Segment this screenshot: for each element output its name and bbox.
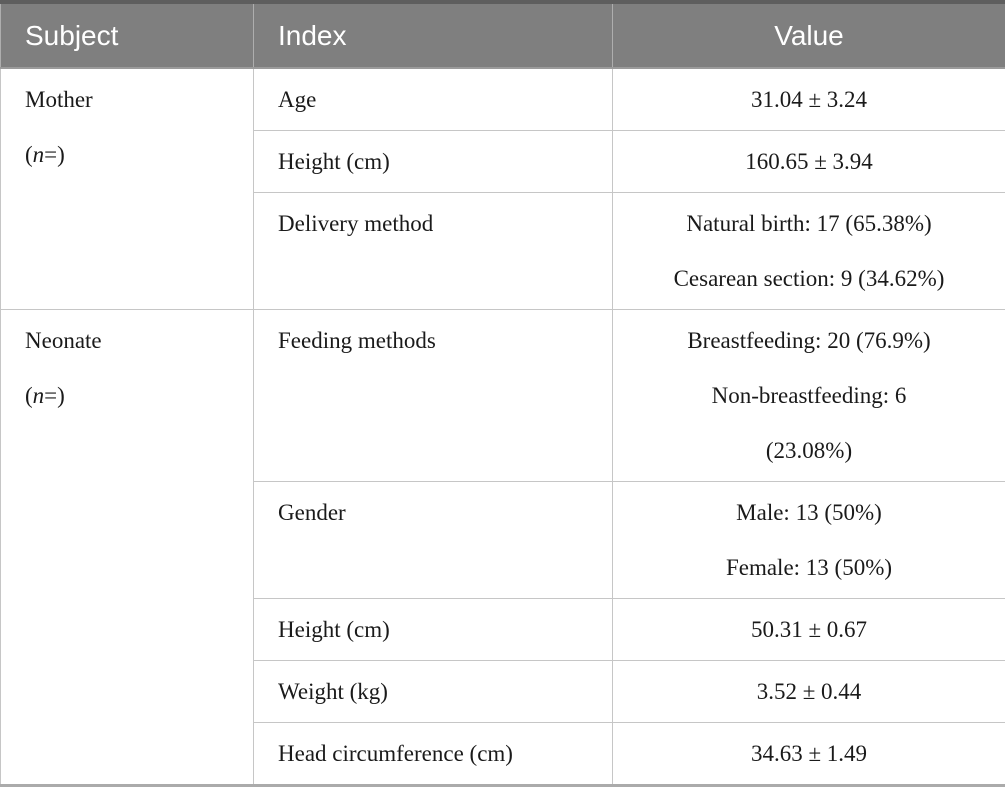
value-cell-head-circumference: 34.63 ± 1.49 [613,723,1005,786]
subject-label: Mother [25,72,245,127]
table-row: Mother (n=) Age 31.04 ± 3.24 [1,68,1005,131]
value-cell-neonate-height: 50.31 ± 0.67 [613,599,1005,661]
value-cell-weight: 3.52 ± 0.44 [613,661,1005,723]
value-cell-mother-height: 160.65 ± 3.94 [613,131,1005,193]
index-cell-head-circumference: Head circumference (cm) [254,723,613,786]
value-cell-feeding-methods: Breastfeeding: 20 (76.9%) Non-breastfeed… [613,310,1005,482]
value-cell-gender: Male: 13 (50%) Female: 13 (50%) [613,482,1005,599]
subject-cell-mother: Mother (n=) [1,68,254,310]
column-header-value: Value [613,2,1005,68]
index-cell-age: Age [254,68,613,131]
value-cell-delivery-method: Natural birth: 17 (65.38%) Cesarean sect… [613,193,1005,310]
index-cell-feeding-methods: Feeding methods [254,310,613,482]
sample-size-note: (n=) [25,127,245,182]
index-cell-weight: Weight (kg) [254,661,613,723]
index-cell-delivery-method: Delivery method [254,193,613,310]
subject-cell-neonate: Neonate (n=) [1,310,254,786]
subject-label: Neonate [25,313,245,368]
table-row: Neonate (n=) Feeding methods Breastfeedi… [1,310,1005,482]
value-cell-age: 31.04 ± 3.24 [613,68,1005,131]
column-header-subject: Subject [1,2,254,68]
index-cell-gender: Gender [254,482,613,599]
sample-size-note: (n=) [25,368,245,423]
index-cell-neonate-height: Height (cm) [254,599,613,661]
column-header-index: Index [254,2,613,68]
table-header-row: Subject Index Value [1,2,1005,68]
index-cell-mother-height: Height (cm) [254,131,613,193]
